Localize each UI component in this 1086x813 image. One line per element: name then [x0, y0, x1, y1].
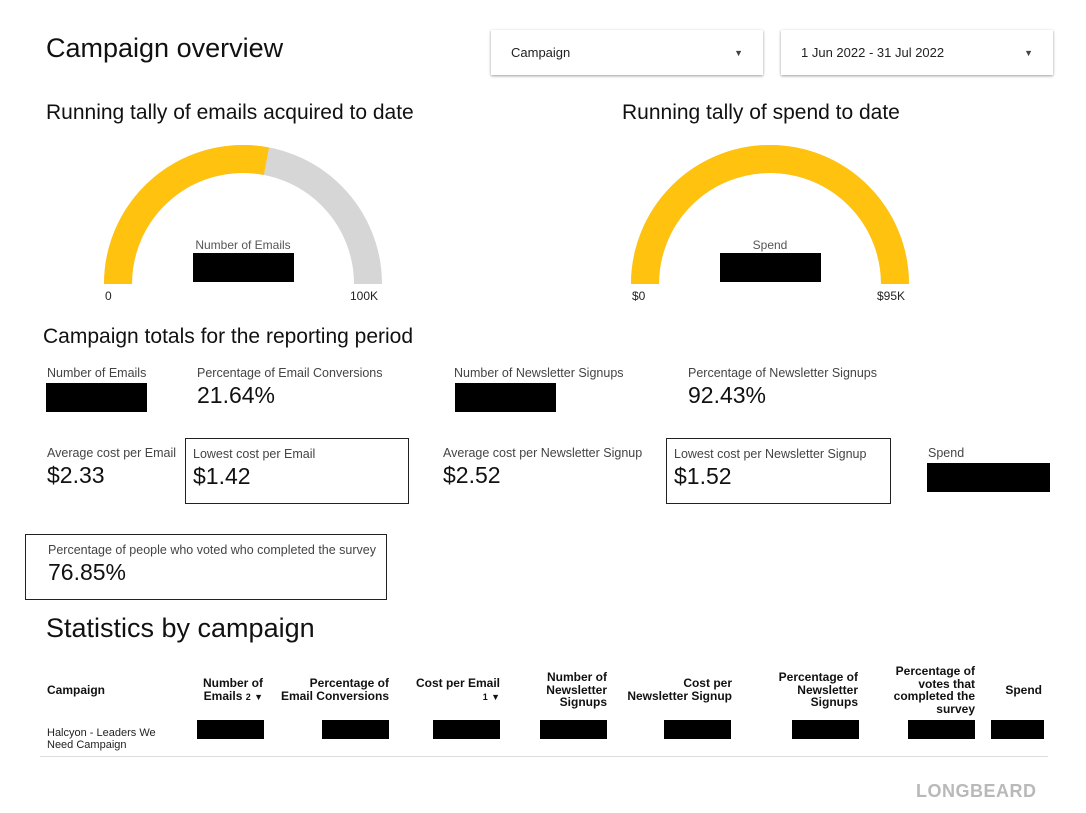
- col-header-pvs-line1: Percentage of: [895, 664, 975, 678]
- brand-logo: LONGBEARD: [916, 781, 1037, 801]
- col-header-pvs-line2: votes that: [918, 676, 975, 691]
- spend-gauge-value-redacted: [720, 253, 821, 282]
- pct-survey-card: Percentage of people who voted who compl…: [25, 534, 387, 600]
- number-of-emails-label: Number of Emails: [47, 366, 147, 380]
- col-header-pct-votes-completed-survey[interactable]: Percentage of votes that completed the s…: [870, 665, 975, 715]
- col-header-ns-line3: Signups: [559, 695, 607, 709]
- col-header-number-of-emails-line1: Number of: [203, 676, 263, 690]
- lowest-cost-per-newsletter-value: $1.52: [674, 463, 732, 489]
- spend-gauge: [631, 145, 909, 285]
- caret-down-icon: ▼: [734, 47, 743, 58]
- lowest-cost-per-newsletter-label: Lowest cost per Newsletter Signup: [674, 447, 867, 461]
- sort-desc-icon: ▼: [491, 691, 500, 702]
- col-header-pvs-line3: completed the: [893, 689, 975, 703]
- date-range-value: 1 Jun 2022 - 31 Jul 2022: [801, 45, 945, 60]
- spend-gauge-label: Spend: [752, 238, 788, 252]
- table-cell-number-of-emails-redacted: [197, 720, 264, 739]
- number-of-newsletter-signups-label: Number of Newsletter Signups: [454, 366, 624, 380]
- table-cell-campaign: Halcyon - Leaders We Need Campaign: [47, 727, 156, 751]
- col-header-ns-line1: Number of: [547, 670, 607, 684]
- spend-label: Spend: [928, 446, 965, 460]
- col-header-pvs-line4: survey: [936, 701, 975, 716]
- col-header-cost-per-email-label: Cost per Email: [415, 676, 500, 690]
- avg-cost-per-newsletter-value: $2.52: [443, 462, 501, 488]
- avg-cost-per-newsletter-label: Average cost per Newsletter Signup: [443, 446, 643, 460]
- spend-value-redacted: [927, 463, 1050, 492]
- caret-down-icon: ▼: [1024, 47, 1033, 58]
- emails-gauge-fill: [104, 145, 270, 285]
- lowest-cost-per-email-value: $1.42: [193, 463, 251, 489]
- sort-order-badge: 1: [482, 691, 488, 702]
- sort-desc-icon: ▼: [254, 691, 263, 702]
- emails-gauge-max: 100K: [350, 289, 379, 303]
- number-of-newsletter-signups-value-redacted: [455, 383, 556, 412]
- campaign-name-line1: Halcyon - Leaders We: [47, 727, 156, 739]
- emails-gauge-label: Number of Emails: [195, 238, 291, 252]
- pct-newsletter-signups-label: Percentage of Newsletter Signups: [688, 366, 877, 380]
- col-header-number-of-emails-line2: Emails: [203, 688, 243, 703]
- avg-cost-per-email-value: $2.33: [47, 462, 105, 488]
- totals-title: Campaign totals for the reporting period: [43, 325, 414, 348]
- table-cell-newsletter-signups-redacted: [540, 720, 607, 739]
- col-header-pns-line1: Percentage of: [778, 670, 858, 684]
- col-header-pns-line2: Newsletter: [797, 682, 858, 697]
- spend-gauge-title: Running tally of spend to date: [622, 101, 900, 124]
- emails-gauge-min: 0: [105, 289, 112, 303]
- pct-survey-value: 76.85%: [48, 559, 127, 585]
- col-header-cpns-line2: Newsletter Signup: [627, 688, 732, 703]
- emails-gauge: [104, 145, 382, 285]
- number-of-emails-value-redacted: [46, 383, 147, 412]
- table-cell-pct-newsletter-redacted: [792, 720, 859, 739]
- lowest-cost-per-email-label: Lowest cost per Email: [193, 447, 316, 461]
- table-cell-cost-per-newsletter-redacted: [664, 720, 731, 739]
- lowest-cost-per-newsletter-card: Lowest cost per Newsletter Signup $1.52: [666, 438, 891, 504]
- campaign-name-line2: Need Campaign: [47, 739, 127, 751]
- pct-survey-label: Percentage of people who voted who compl…: [48, 543, 376, 557]
- table-cell-cost-per-email-redacted: [433, 720, 500, 739]
- col-header-pct-email-conversions-line1: Percentage of: [309, 676, 389, 690]
- col-header-pct-email-conversions-line2: Email Conversions: [280, 688, 389, 703]
- date-range-dropdown[interactable]: 1 Jun 2022 - 31 Jul 2022 ▼: [781, 30, 1053, 75]
- col-header-spend[interactable]: Spend: [985, 684, 1042, 697]
- table-cell-pct-survey-redacted: [908, 720, 975, 739]
- spend-gauge-fill: [631, 145, 909, 285]
- table-cell-pct-email-conversions-redacted: [322, 720, 389, 739]
- col-header-cpns-line1: Cost per: [683, 676, 732, 690]
- col-header-pct-email-conversions[interactable]: Percentage of Email Conversions: [270, 677, 389, 702]
- campaign-filter-value: Campaign: [511, 45, 571, 60]
- col-header-pns-line3: Signups: [810, 695, 858, 709]
- campaign-filter-dropdown[interactable]: Campaign ▼: [491, 30, 763, 75]
- emails-gauge-title: Running tally of emails acquired to date: [46, 101, 414, 124]
- stats-title: Statistics by campaign: [46, 613, 315, 643]
- lowest-cost-per-email-card: Lowest cost per Email $1.42: [185, 438, 409, 504]
- col-header-ns-line2: Newsletter: [546, 682, 607, 697]
- col-header-campaign[interactable]: Campaign: [47, 684, 105, 697]
- sort-order-badge: 2: [245, 691, 251, 702]
- col-header-campaign-label: Campaign: [47, 683, 106, 697]
- table-row-divider: [40, 756, 1048, 757]
- pct-email-conversions-label: Percentage of Email Conversions: [197, 366, 383, 380]
- col-header-spend-label: Spend: [1005, 683, 1042, 697]
- page-title: Campaign overview: [46, 33, 284, 63]
- emails-gauge-value-redacted: [193, 253, 294, 282]
- avg-cost-per-email-label: Average cost per Email: [47, 446, 176, 460]
- table-cell-spend-redacted: [991, 720, 1044, 739]
- col-header-cost-per-email[interactable]: Cost per Email 1 ▼: [400, 677, 500, 703]
- pct-email-conversions-value: 21.64%: [197, 382, 276, 408]
- spend-gauge-min: $0: [632, 289, 646, 303]
- col-header-cost-per-newsletter-signup[interactable]: Cost per Newsletter Signup: [615, 677, 732, 702]
- pct-newsletter-signups-value: 92.43%: [688, 382, 767, 408]
- col-header-number-of-newsletter-signups[interactable]: Number of Newsletter Signups: [510, 671, 607, 709]
- col-header-pct-newsletter-signups[interactable]: Percentage of Newsletter Signups: [750, 671, 858, 709]
- col-header-number-of-emails[interactable]: Number of Emails 2 ▼: [166, 677, 263, 703]
- spend-gauge-max: $95K: [877, 289, 906, 303]
